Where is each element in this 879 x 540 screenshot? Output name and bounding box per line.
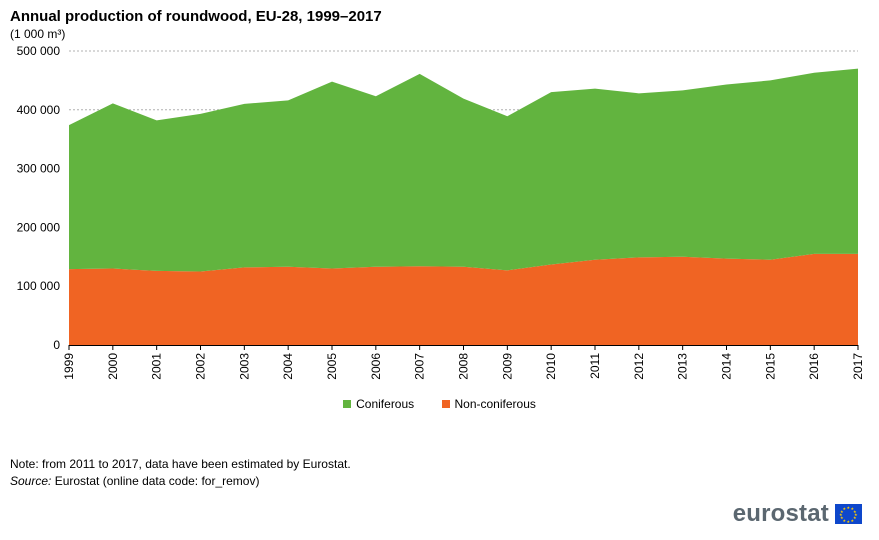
x-tick-label-2001: 2001 xyxy=(150,353,164,380)
legend-label-coniferous: Coniferous xyxy=(356,397,415,411)
x-tick-label-2015: 2015 xyxy=(763,353,777,380)
x-tick-label-2014: 2014 xyxy=(720,353,734,380)
legend-item-coniferous: Coniferous xyxy=(343,397,414,411)
y-tick-label-300000: 300 000 xyxy=(17,162,61,176)
x-tick-label-1999: 1999 xyxy=(62,353,76,380)
x-tick-label-2007: 2007 xyxy=(413,353,427,380)
area-non-coniferous xyxy=(69,253,858,345)
x-tick-label-2000: 2000 xyxy=(106,353,120,380)
x-tick-label-2008: 2008 xyxy=(457,353,471,380)
x-tick-label-2005: 2005 xyxy=(325,353,339,380)
x-tick-label-2006: 2006 xyxy=(369,353,383,380)
chart-source: Source: Eurostat (online data code: for_… xyxy=(10,474,259,488)
chart-title: Annual production of roundwood, EU-28, 1… xyxy=(10,8,382,25)
chart-note: Note: from 2011 to 2017, data have been … xyxy=(10,457,351,471)
x-tick-label-2011: 2011 xyxy=(588,353,602,379)
x-tick-label-2012: 2012 xyxy=(632,353,646,380)
area-coniferous xyxy=(69,68,858,272)
x-tick-label-2003: 2003 xyxy=(237,353,251,380)
logo-text: eurostat xyxy=(732,500,829,527)
legend-swatch-non-coniferous xyxy=(441,400,450,408)
x-tick-label-2002: 2002 xyxy=(194,353,208,380)
y-tick-label-200000: 200 000 xyxy=(17,220,61,234)
legend-item-non-coniferous: Non-coniferous xyxy=(441,397,536,411)
chart-legend: Coniferous Non-coniferous xyxy=(0,397,879,411)
x-tick-label-2009: 2009 xyxy=(500,353,514,380)
chart-unit: (1 000 m³) xyxy=(10,27,66,41)
area-chart: 0 100 000 200 000 300 000 400 000 500 000 1999… xyxy=(17,44,865,380)
legend-swatch-coniferous xyxy=(343,400,352,408)
y-tick-label-100000: 100 000 xyxy=(17,279,61,293)
x-tick-label-2004: 2004 xyxy=(281,353,295,380)
legend-label-non-coniferous: Non-coniferous xyxy=(454,397,536,411)
x-tick-label-2017: 2017 xyxy=(851,353,865,380)
y-tick-label-0: 0 xyxy=(53,338,60,352)
x-tick-label-2010: 2010 xyxy=(544,353,558,380)
eurostat-logo: eurostat ★ ★ ★ ★ ★ ★ ★ ★ ★ ★ ★ ★ xyxy=(733,500,862,528)
y-tick-label-500000: 500 000 xyxy=(17,44,61,58)
eu-flag-icon: ★ ★ ★ ★ ★ ★ ★ ★ ★ ★ ★ ★ xyxy=(835,504,862,524)
x-tick-label-2013: 2013 xyxy=(676,353,690,380)
y-tick-label-400000: 400 000 xyxy=(17,103,61,117)
source-text: Eurostat (online data code: for_remov) xyxy=(51,474,260,488)
source-label: Source: xyxy=(10,474,52,488)
x-tick-label-2016: 2016 xyxy=(807,353,821,380)
